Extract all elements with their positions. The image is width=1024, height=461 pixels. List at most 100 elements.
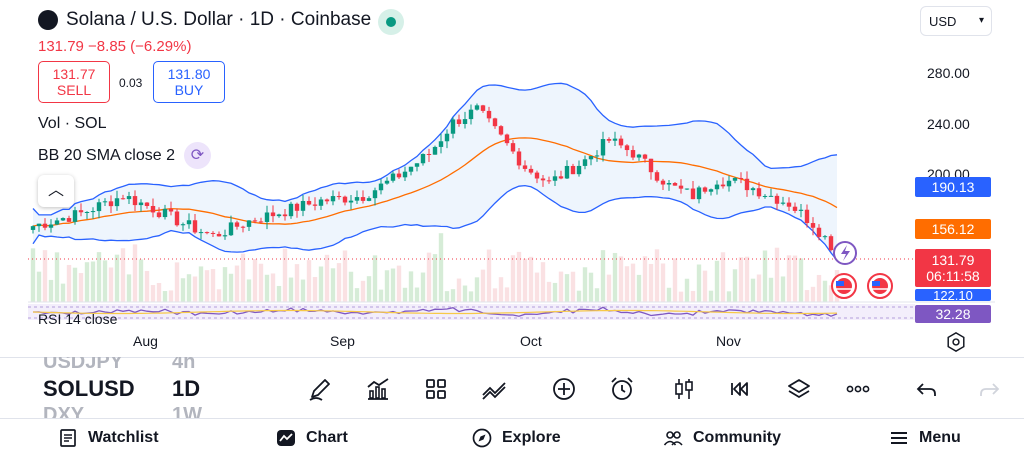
- nav-community[interactable]: Community: [663, 428, 781, 448]
- volume-bar: [162, 291, 168, 302]
- candle-body: [252, 220, 258, 222]
- nav-chart[interactable]: Chart: [276, 428, 348, 448]
- volume-bar: [504, 287, 510, 302]
- symbol-option-next[interactable]: DXY: [43, 404, 85, 426]
- nav-explore[interactable]: Explore: [472, 428, 561, 448]
- volume-bar: [738, 257, 744, 302]
- candle-body: [516, 151, 522, 166]
- volume-bar: [768, 277, 774, 302]
- volume-bar: [702, 270, 708, 302]
- candle-body: [462, 119, 468, 124]
- market-open-status-icon[interactable]: [378, 9, 404, 35]
- candle-body: [102, 201, 108, 203]
- volume-bar: [612, 252, 618, 302]
- chart-settings-icon[interactable]: [945, 331, 967, 353]
- volume-bar: [654, 249, 660, 302]
- candle-body: [228, 222, 234, 236]
- volume-bar: [354, 288, 360, 302]
- alarm-icon[interactable]: [608, 375, 636, 403]
- volume-bar: [600, 250, 606, 302]
- us-economic-event-icon[interactable]: [867, 273, 893, 299]
- candle-body: [54, 220, 60, 225]
- us-economic-event-icon[interactable]: [831, 273, 857, 299]
- volume-bar: [126, 274, 132, 302]
- candle-body: [378, 183, 384, 191]
- symbol-option-prev[interactable]: USDJPY: [43, 351, 124, 373]
- candle-body: [120, 198, 126, 200]
- undo-icon[interactable]: [913, 375, 941, 403]
- layers-icon[interactable]: [785, 375, 813, 403]
- currency-value: USD: [929, 14, 957, 29]
- candle-body: [330, 196, 336, 202]
- community-icon: [663, 431, 683, 446]
- candle-body: [720, 184, 726, 187]
- redo-icon[interactable]: [975, 375, 1003, 403]
- nav-menu[interactable]: Menu: [889, 428, 961, 448]
- volume-bar: [258, 263, 264, 302]
- plus-circle-icon[interactable]: [550, 375, 578, 403]
- rsi-value-badge: 32.28: [915, 305, 991, 323]
- bar-chart-icon[interactable]: [364, 375, 392, 403]
- rsi-indicator-label[interactable]: RSI 14 close: [38, 311, 118, 327]
- candle-body: [774, 195, 780, 204]
- candle-body: [30, 226, 36, 230]
- interval-option-next[interactable]: 1W: [172, 404, 202, 426]
- candle-body: [246, 220, 252, 227]
- volume-bar: [288, 277, 294, 302]
- volume-bar: [828, 285, 834, 302]
- more-icon[interactable]: [844, 375, 872, 403]
- candle-body: [402, 171, 408, 178]
- volume-bar: [534, 272, 540, 302]
- volume-bar: [318, 266, 324, 302]
- volume-bar: [372, 255, 378, 302]
- nav-watchlist[interactable]: Watchlist: [58, 428, 159, 448]
- volume-bar: [96, 252, 102, 302]
- currency-select[interactable]: USD ▾: [920, 6, 992, 36]
- pencil-icon[interactable]: [306, 375, 334, 403]
- current-symbol[interactable]: SOLUSD: [43, 376, 135, 401]
- candle-body: [750, 188, 756, 191]
- volume-bar: [450, 289, 456, 302]
- solana-logo-icon: [38, 10, 58, 30]
- buy-price: 131.80: [167, 66, 211, 82]
- trend-lines-icon[interactable]: [480, 375, 508, 403]
- interval-option-prev[interactable]: 4h: [172, 351, 196, 373]
- candle-body: [420, 153, 426, 164]
- candle-body: [276, 214, 282, 217]
- volume-bar: [426, 252, 432, 302]
- nav-watchlist-label: Watchlist: [88, 429, 159, 446]
- refresh-icon[interactable]: ⟳: [184, 142, 211, 169]
- price-chart[interactable]: [0, 0, 1024, 330]
- candle-body: [552, 176, 558, 181]
- time-tick: Aug: [133, 333, 158, 349]
- sell-button[interactable]: 131.77 SELL: [38, 61, 110, 103]
- volume-bar: [342, 250, 348, 302]
- volume-bar: [330, 268, 336, 302]
- grid-icon[interactable]: [422, 375, 450, 403]
- nav-menu-label: Menu: [919, 429, 961, 446]
- volume-bar: [492, 288, 498, 302]
- lightning-event-icon[interactable]: [833, 241, 857, 265]
- bb-basis-price-badge: 156.12: [915, 219, 991, 239]
- volume-bar: [618, 256, 624, 302]
- candle-body: [576, 165, 582, 175]
- candle-body: [726, 180, 732, 187]
- current-interval[interactable]: 1D: [172, 376, 201, 401]
- candle-body: [180, 224, 186, 226]
- volume-bar: [624, 266, 630, 302]
- volume-bar: [264, 274, 270, 302]
- divider: [0, 418, 1024, 419]
- volume-bar: [156, 282, 162, 302]
- bollinger-indicator-label[interactable]: BB 20 SMA close 2: [38, 147, 175, 164]
- buy-button[interactable]: 131.80 BUY: [153, 61, 225, 103]
- replay-icon[interactable]: [726, 375, 754, 403]
- volume-indicator-label[interactable]: Vol · SOL: [38, 115, 107, 132]
- candle-body: [660, 180, 666, 185]
- volume-bar: [822, 280, 828, 302]
- volume-bar: [396, 265, 402, 302]
- volume-bar: [132, 244, 138, 302]
- volume-bar: [576, 290, 582, 302]
- candles-icon[interactable]: [670, 375, 698, 403]
- collapse-legend-button[interactable]: ︿: [38, 175, 74, 207]
- symbol-title[interactable]: Solana / U.S. Dollar · 1D · Coinbase: [66, 9, 372, 30]
